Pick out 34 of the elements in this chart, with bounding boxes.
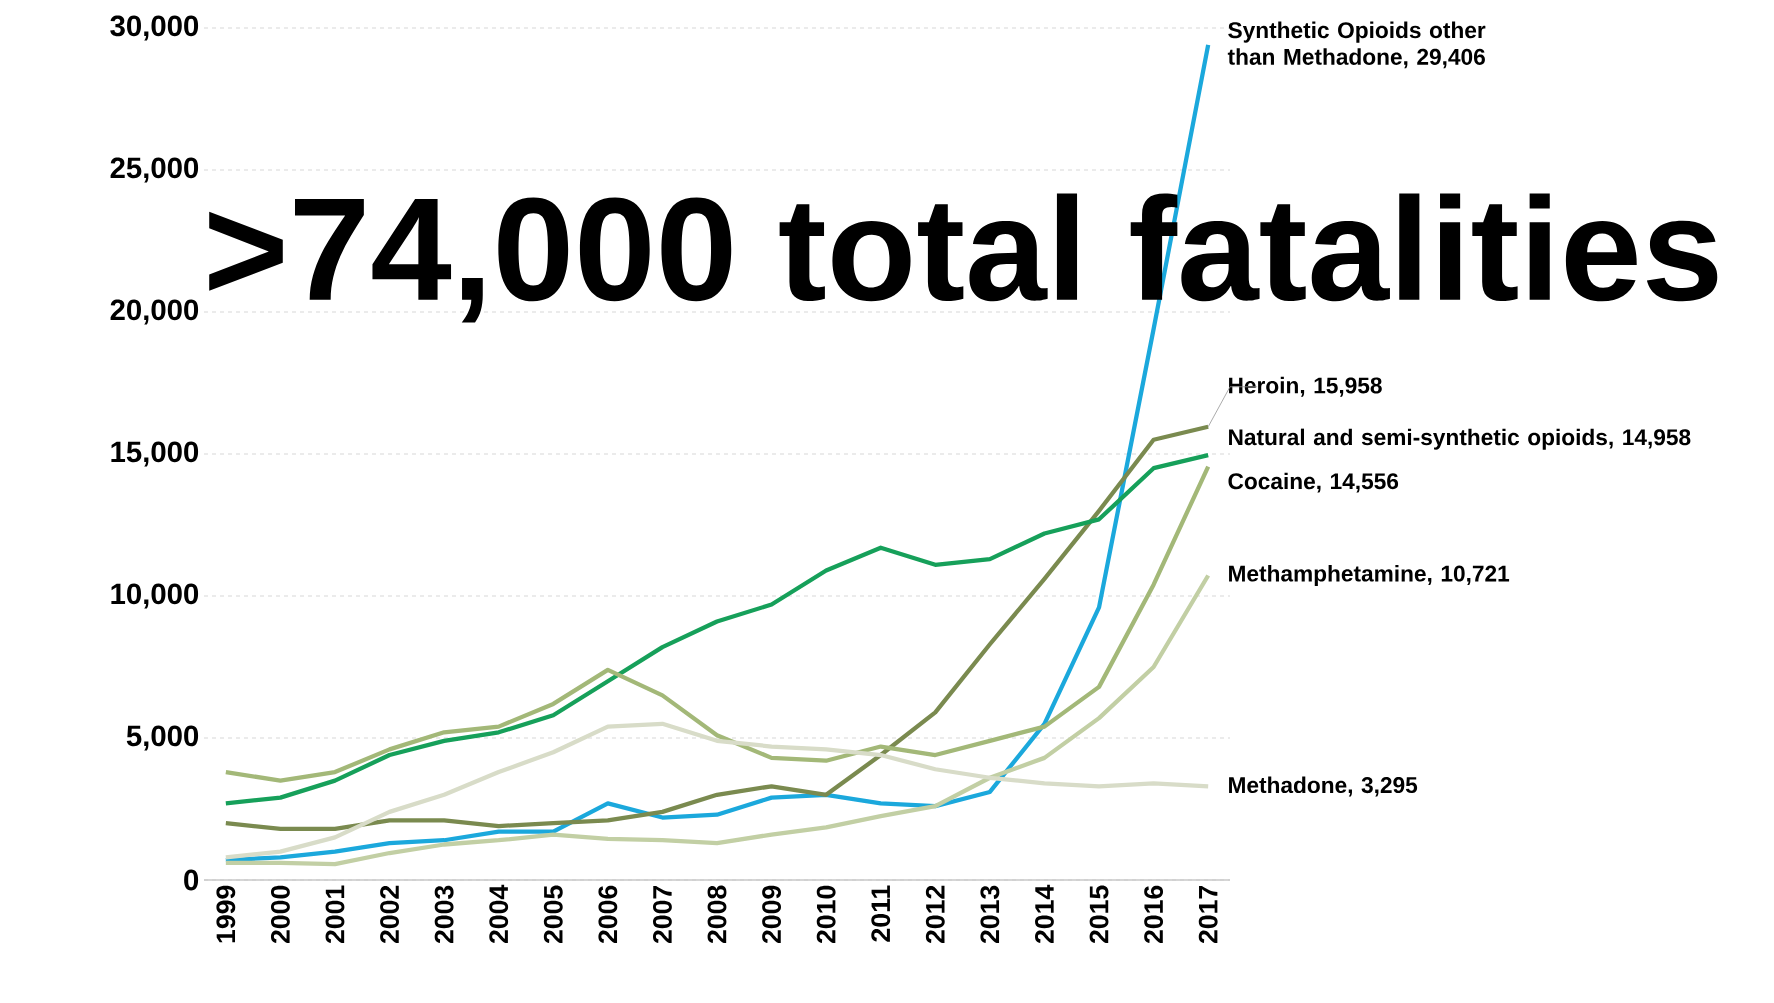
x-tick-label: 2001	[325, 885, 345, 944]
x-tick-label: 1999	[216, 885, 236, 943]
series-label: Methamphetamine, 10,721	[1229, 564, 1510, 587]
x-tick-label: 2017	[1198, 885, 1218, 944]
x-tick-label: 2010	[816, 885, 836, 944]
y-tick-label: 0	[184, 869, 199, 891]
line-series	[223, 721, 1211, 860]
x-tick-label: 2009	[762, 885, 782, 944]
series-label: Natural and semi-synthetic opioids, 14,958	[1229, 428, 1691, 450]
x-tick-label: 2002	[380, 885, 399, 944]
x-tick-label: 2005	[543, 885, 563, 944]
x-tick-label: 2014	[1035, 884, 1054, 944]
y-tick-label: 15,000	[111, 441, 199, 467]
y-tick-label: 30,000	[110, 15, 199, 41]
x-tick-label: 2016	[1144, 885, 1164, 944]
x-tick-label: 2011	[871, 885, 891, 942]
series-label: Heroin, 15,958	[1229, 376, 1382, 397]
x-tick-label: 2004	[489, 884, 509, 944]
y-tick-label: 20,000	[110, 299, 199, 325]
x-tick-label: 2013	[980, 885, 1000, 944]
x-tick-label: 2003	[434, 885, 454, 944]
y-tick-label: 5,000	[126, 725, 199, 751]
x-tick-label: 2000	[270, 885, 290, 944]
y-tick-label: 25,000	[110, 157, 199, 183]
x-tick-label: 2008	[707, 885, 727, 944]
series-label: Methadone, 3,295	[1229, 776, 1418, 797]
line-series	[223, 573, 1211, 867]
series-label: Synthetic Opioids other than Methadone, 29,406	[1227, 21, 1486, 69]
x-tick-label: 2015	[1089, 885, 1109, 944]
series-label: Cocaine, 14,556	[1228, 472, 1399, 493]
x-tick-label: 2006	[598, 885, 618, 944]
x-tick-label: 2007	[653, 885, 672, 944]
y-tick-label: 10,000	[111, 583, 199, 609]
x-tick-label: 2012	[925, 885, 945, 944]
